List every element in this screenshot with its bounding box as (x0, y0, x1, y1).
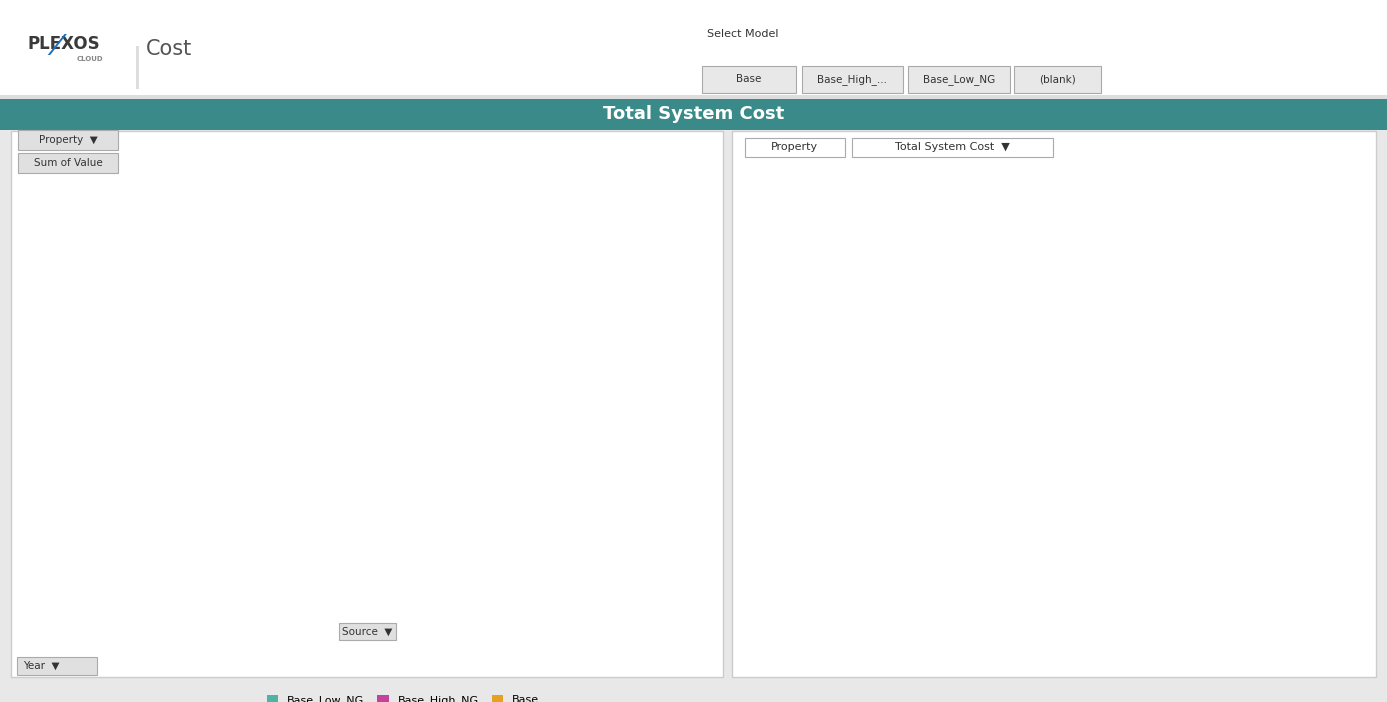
Bar (252, 349, 261, 598)
Bar (176, 361, 184, 598)
Bar (415, 315, 423, 598)
Bar (344, 373, 352, 598)
Bar (191, 361, 200, 598)
Bar (545, 393, 553, 598)
Bar (230, 323, 239, 598)
Y-axis label: $000: $000 (15, 371, 28, 404)
Bar (506, 345, 515, 598)
Bar (638, 381, 646, 598)
Bar (313, 359, 322, 598)
Bar (168, 324, 176, 598)
Text: Total System Cost: Total System Cost (603, 105, 784, 124)
Text: Base_Low_NG: Base_Low_NG (922, 74, 996, 85)
Bar (437, 359, 445, 598)
Bar (467, 375, 476, 598)
Bar (576, 388, 584, 598)
Bar (589, 357, 598, 598)
Bar (146, 368, 154, 598)
Bar (322, 324, 330, 598)
Bar (330, 343, 338, 598)
X-axis label: Date: Date (388, 621, 417, 634)
Bar (291, 329, 300, 598)
Text: Select Model: Select Model (707, 29, 779, 39)
Bar (391, 376, 399, 598)
Bar (621, 350, 630, 598)
Text: Property: Property (771, 143, 818, 152)
Bar (567, 336, 576, 598)
Bar (222, 356, 230, 598)
Bar (445, 331, 454, 598)
Text: Source  ▼: Source ▼ (343, 627, 393, 637)
Title: Total System Cost: Total System Cost (341, 157, 465, 171)
Bar (606, 385, 614, 598)
Legend: Base_Low_NG, Base_High_NG, Base: Base_Low_NG, Base_High_NG, Base (262, 690, 544, 702)
Bar (476, 359, 484, 598)
Text: CLOUD: CLOUD (76, 56, 103, 62)
Text: (blank): (blank) (1039, 74, 1076, 84)
Text: ⁄: ⁄ (54, 33, 60, 61)
Text: Property  ▼: Property ▼ (39, 135, 97, 145)
Text: PLEXOS: PLEXOS (28, 34, 100, 53)
Bar (630, 383, 638, 598)
Bar (98, 284, 107, 598)
Text: Sum of Value: Sum of Value (33, 158, 103, 168)
Bar (160, 364, 168, 598)
Bar (660, 380, 669, 598)
Bar (352, 326, 361, 598)
Bar (515, 397, 523, 598)
Bar (669, 378, 677, 598)
Bar (423, 371, 431, 598)
Bar (406, 361, 415, 598)
Bar (691, 367, 699, 598)
Text: Total System Cost  ▼: Total System Cost ▼ (895, 143, 1010, 152)
Bar (269, 322, 277, 598)
Bar (129, 369, 137, 598)
Bar (537, 340, 545, 598)
Bar (239, 330, 247, 598)
Bar (498, 367, 506, 598)
Bar (528, 369, 537, 598)
Bar (107, 260, 115, 598)
Bar (484, 409, 492, 598)
Text: Base: Base (736, 74, 761, 84)
Text: Cost: Cost (146, 39, 191, 59)
Bar (361, 378, 369, 598)
Bar (559, 363, 567, 598)
Bar (652, 349, 660, 598)
Bar (261, 333, 269, 598)
Bar (115, 216, 123, 598)
Bar (374, 367, 383, 598)
Bar (454, 383, 462, 598)
Bar (300, 325, 308, 598)
Bar (200, 326, 208, 598)
Bar (699, 366, 707, 598)
Bar (682, 339, 691, 598)
Bar (383, 321, 391, 598)
Text: Base_High_...: Base_High_... (817, 74, 888, 85)
Text: Year  ▼: Year ▼ (24, 661, 60, 671)
Bar (137, 336, 146, 598)
Bar (208, 336, 216, 598)
Bar (598, 345, 606, 598)
Bar (283, 344, 291, 598)
